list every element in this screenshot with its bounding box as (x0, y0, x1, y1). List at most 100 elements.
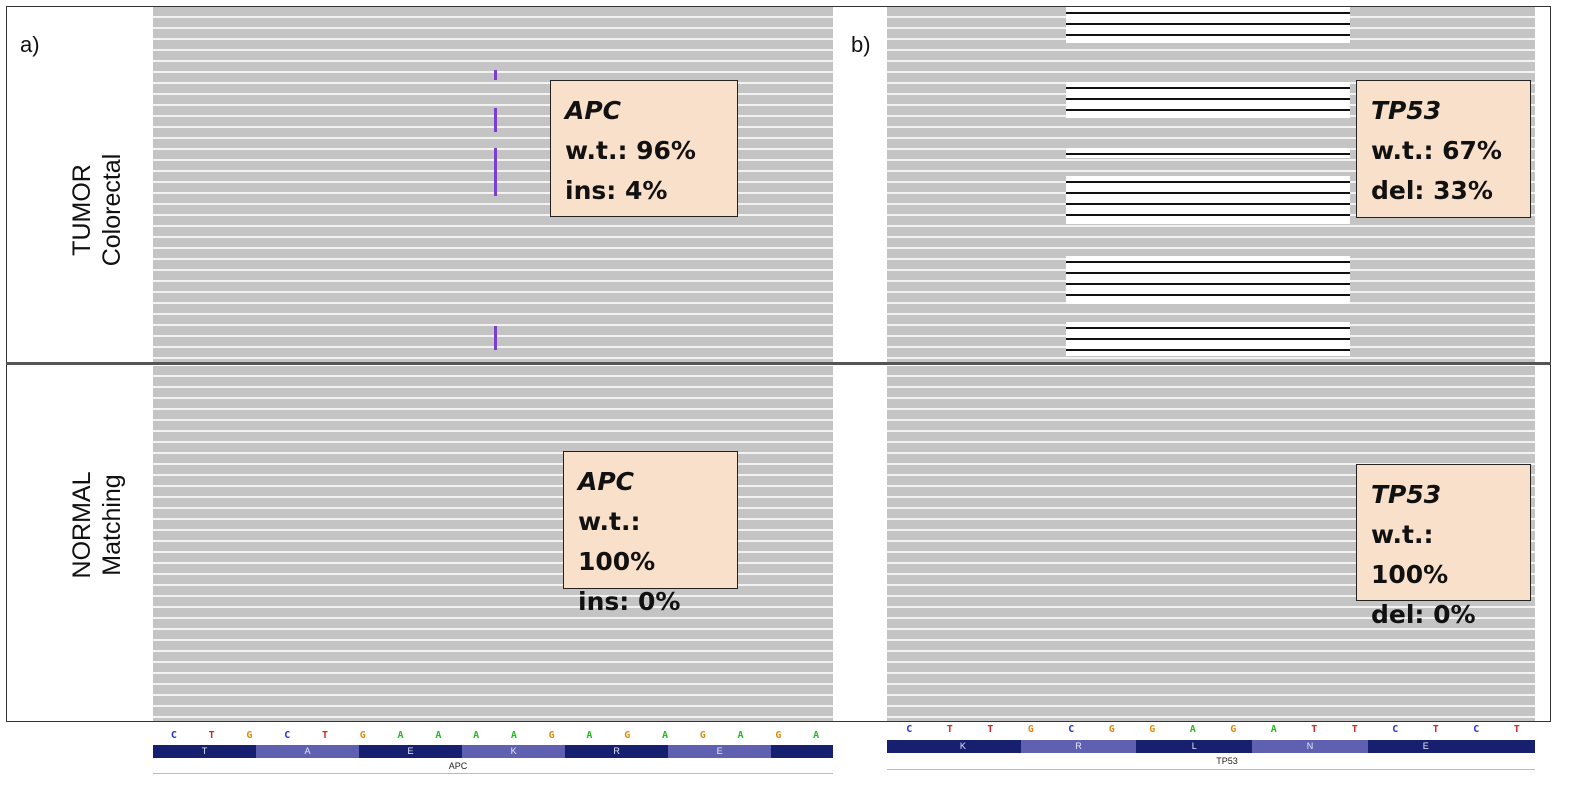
apc-tumor-box: APC w.t.: 96% ins: 4% (550, 80, 738, 217)
base-letter: T (1351, 724, 1358, 735)
deletion-line (1066, 261, 1350, 263)
base-letter: T (987, 724, 994, 735)
amino-acid-segment: K (462, 745, 566, 758)
amino-acid-segment: R (613, 746, 620, 756)
wild-type-percent: w.t.: 100% (578, 507, 656, 576)
apc-normal-box: APC w.t.: 100% ins: 0% (563, 451, 738, 616)
amino-acid-segment: N (1252, 740, 1368, 753)
amino-acid-segment: A (256, 745, 360, 758)
amino-acid-segment: R (1020, 740, 1137, 753)
deletion-block (1066, 256, 1350, 304)
tp53-normal-box: TP53 w.t.: 100% del: 0% (1356, 464, 1531, 629)
deletion-line (1066, 338, 1350, 340)
base-letter: C (906, 724, 913, 735)
base-letter: G (624, 730, 631, 741)
deletion-block (1066, 176, 1350, 224)
tumor-row-label: TUMOR Colorectal (67, 145, 127, 275)
base-letter: A (397, 730, 404, 741)
base-letter: A (813, 730, 820, 741)
base-letter: G (548, 730, 555, 741)
panel-b-label: b) (851, 32, 871, 57)
deletion-line (1066, 294, 1350, 296)
panel-a-label: a) (20, 32, 40, 57)
mutation-percent: del: 33% (1371, 176, 1493, 205)
gene-name: APC (578, 467, 635, 496)
base-letter: A (737, 730, 744, 741)
tumor-label-line1: TUMOR (68, 164, 96, 256)
base-letter: G (1149, 724, 1156, 735)
base-letter: G (699, 730, 706, 741)
deletion-line (1066, 203, 1350, 205)
deletion-line (1066, 12, 1350, 14)
deletion-line (1066, 23, 1350, 25)
base-letter: A (586, 730, 593, 741)
deletion-line (1066, 327, 1350, 329)
base-letter: A (435, 730, 442, 741)
insertion-marker (494, 108, 497, 132)
mutation-percent: del: 0% (1371, 600, 1476, 629)
gene-name: APC (565, 96, 622, 125)
insertion-marker (494, 326, 497, 350)
tumor-label-line2: Colorectal (98, 153, 126, 267)
apc-gene-label: APC (448, 761, 468, 771)
insertion-marker (494, 70, 497, 80)
base-letter: G (246, 730, 253, 741)
base-letter: T (1432, 724, 1439, 735)
base-letter: A (1270, 724, 1277, 735)
tp53-tumor-box: TP53 w.t.: 67% del: 33% (1356, 80, 1531, 218)
base-letter: G (775, 730, 782, 741)
amino-acid-segment: E (407, 746, 414, 756)
base-letter: A (473, 730, 480, 741)
row-divider (6, 362, 1551, 365)
mutation-percent: ins: 4% (565, 176, 668, 205)
deletion-line (1066, 349, 1350, 351)
wild-type-percent: w.t.: 67% (1371, 136, 1502, 165)
base-letter: C (1068, 724, 1075, 735)
base-letter: T (1513, 724, 1520, 735)
base-letter: C (170, 730, 177, 741)
deletion-line (1066, 283, 1350, 285)
amino-acid-segment: K (959, 741, 966, 751)
base-letter: G (1230, 724, 1237, 735)
deletion-line (1066, 192, 1350, 194)
normal-label-line2: Matching (98, 474, 126, 576)
amino-acid-segment: E (1422, 741, 1429, 751)
base-letter: G (1027, 724, 1034, 735)
wild-type-percent: w.t.: 96% (565, 136, 696, 165)
base-letter: G (1108, 724, 1115, 735)
amino-acid-segment: L (1191, 741, 1197, 751)
deletion-line (1066, 98, 1350, 100)
normal-label-line1: NORMAL (68, 471, 96, 579)
amino-acid-segment: E (668, 745, 772, 758)
base-letter: C (1392, 724, 1399, 735)
base-letter: A (1189, 724, 1196, 735)
deletion-line (1066, 181, 1350, 183)
base-letter: T (1311, 724, 1318, 735)
base-letter: C (284, 730, 291, 741)
amino-acid-segment: T (201, 746, 208, 756)
mutation-percent: ins: 0% (578, 587, 681, 616)
deletion-line (1066, 272, 1350, 274)
deletion-line (1066, 153, 1350, 155)
base-letter: T (208, 730, 215, 741)
gene-name: TP53 (1371, 480, 1442, 509)
wild-type-percent: w.t.: 100% (1371, 520, 1449, 589)
tp53-gene-line (887, 769, 1535, 770)
insertion-marker (494, 148, 497, 196)
gene-name: TP53 (1371, 96, 1442, 125)
base-letter: T (946, 724, 953, 735)
base-letter: C (1473, 724, 1480, 735)
tp53-gene-label: TP53 (1216, 756, 1238, 766)
base-letter: A (510, 730, 517, 741)
normal-row-label: NORMAL Matching (67, 460, 127, 590)
base-letter: T (321, 730, 329, 741)
deletion-line (1066, 109, 1350, 111)
deletion-line (1066, 34, 1350, 36)
base-letter: A (661, 730, 669, 741)
deletion-line (1066, 87, 1350, 89)
apc-gene-line (153, 773, 833, 774)
